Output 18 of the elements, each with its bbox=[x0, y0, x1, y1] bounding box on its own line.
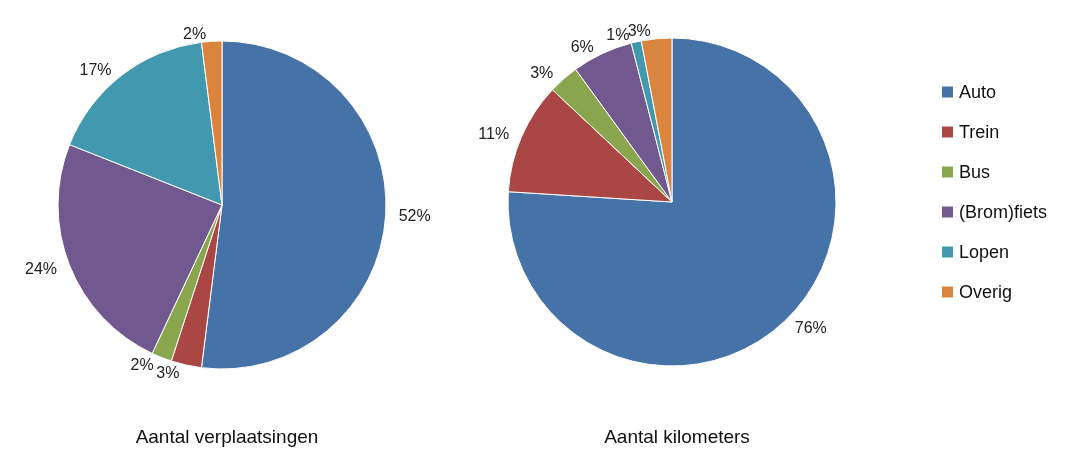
text: Aantal kilometers bbox=[604, 426, 750, 447]
legend-label: Trein bbox=[959, 122, 1000, 142]
data-label: 24% bbox=[25, 259, 58, 277]
legend-label: Auto bbox=[959, 82, 997, 102]
data-label: 2% bbox=[130, 356, 154, 374]
data-label: 11% bbox=[478, 125, 510, 143]
data-label: 6% bbox=[570, 37, 594, 55]
data-label: 2% bbox=[183, 24, 207, 42]
legend-label: (Brom)fiets bbox=[959, 202, 1048, 222]
legend-label: Lopen bbox=[959, 242, 1010, 262]
legend-label: Bus bbox=[959, 162, 991, 182]
data-label: 76% bbox=[794, 318, 827, 336]
legend-label: Overig bbox=[959, 282, 1013, 302]
data-label: 3% bbox=[156, 364, 180, 382]
data-label: 17% bbox=[79, 60, 112, 78]
data-label: 52% bbox=[398, 207, 431, 225]
text: Aantal verplaatsingen bbox=[135, 426, 319, 447]
data-label: 3% bbox=[530, 64, 554, 82]
